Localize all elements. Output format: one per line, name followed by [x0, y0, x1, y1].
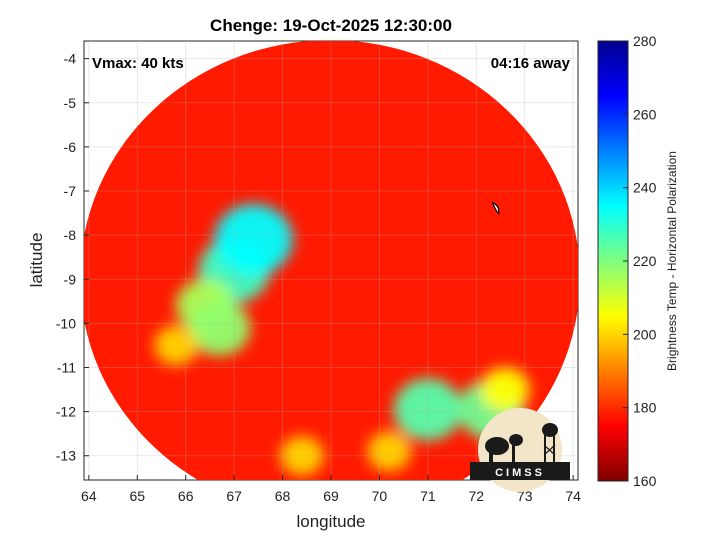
x-tick-label: 67	[226, 488, 242, 504]
x-tick-label: 71	[420, 488, 436, 504]
y-tick-label: -10	[56, 315, 76, 331]
x-tick-label: 73	[517, 488, 533, 504]
time-away-annotation: 04:16 away	[491, 55, 571, 72]
y-tick-label: -6	[64, 139, 77, 155]
colorbar-tick-label: 240	[633, 180, 657, 196]
y-tick-label: -9	[64, 271, 77, 287]
x-tick-label: 65	[129, 488, 145, 504]
convection-feature	[393, 378, 463, 441]
chart-title: Chenge: 19-Oct-2025 12:30:00	[210, 16, 452, 35]
y-tick-label: -8	[64, 227, 77, 243]
y-tick-label: -5	[64, 95, 77, 111]
x-tick-label: 74	[565, 488, 581, 504]
colorbar-tick-label: 280	[633, 33, 657, 49]
x-tick-label: 72	[469, 488, 485, 504]
y-tick-label: -12	[56, 404, 76, 420]
y-tick-label: -11	[57, 359, 76, 375]
colorbar-tick-label: 260	[633, 106, 657, 122]
x-axis: 64 65 66 67 68 69 70 71 72 73 74	[81, 475, 581, 504]
colorbar-ticks: 160 180 200 220 240 260 280	[623, 33, 657, 489]
x-tick-label: 68	[275, 488, 291, 504]
convection-feature	[480, 367, 530, 412]
colorbar-label: Brightness Temp - Horizontal Polarizatio…	[665, 151, 679, 371]
x-axis-label: longitude	[296, 512, 365, 531]
x-tick-label: 64	[81, 488, 97, 504]
x-tick-label: 66	[178, 488, 194, 504]
convection-feature	[367, 431, 412, 472]
vmax-annotation: Vmax: 40 kts	[92, 55, 184, 72]
y-tick-label: -4	[64, 51, 77, 67]
convection-feature	[280, 435, 324, 476]
y-axis: -4 -5 -6 -7 -8 -9 -10 -11 -12 -13	[56, 51, 89, 464]
colorbar-tick-label: 220	[633, 253, 657, 269]
colorbar-tick-label: 160	[633, 473, 657, 489]
x-tick-label: 70	[372, 488, 388, 504]
colorbar-tick-label: 200	[633, 326, 657, 342]
storm-center-marker	[491, 201, 500, 215]
y-axis-label: latitude	[27, 233, 46, 288]
convection-feature	[188, 299, 251, 356]
y-tick-label: -13	[56, 448, 76, 464]
convection-feature	[154, 325, 198, 366]
cimss-logo: CIMSS	[470, 408, 570, 492]
convection-feature	[214, 203, 293, 276]
colorbar-tick-label: 180	[633, 400, 657, 416]
x-tick-label: 69	[323, 488, 339, 504]
logo-text: CIMSS	[495, 467, 545, 479]
y-tick-label: -7	[64, 183, 77, 199]
grid	[84, 41, 578, 480]
